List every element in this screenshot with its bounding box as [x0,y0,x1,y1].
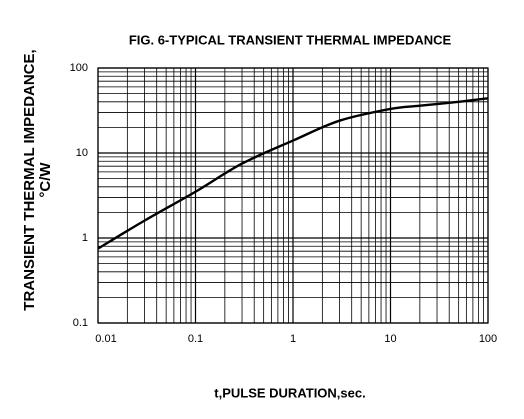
y-tick-label: 10 [76,147,88,159]
chart-title: FIG. 6-TYPICAL TRANSIENT THERMAL IMPEDAN… [129,32,452,47]
y-tick-label: 100 [70,62,88,74]
x-tick-label: 0.1 [188,333,203,345]
x-tick-label: 1 [290,333,296,345]
x-tick-label: 10 [384,333,396,345]
y-tick-label: 0.1 [73,317,88,329]
x-axis-label: t,PULSE DURATION,sec. [214,385,365,400]
data-line [97,97,489,250]
x-tick-label: 100 [479,333,497,345]
y-axis-label: °C/W [37,162,54,198]
x-tick-label: 0.01 [95,333,116,345]
y-axis-label: TRANSIENT THERMAL IMPEDANCE, [21,49,38,310]
y-tick-label: 1 [82,232,88,244]
plot-frame [97,67,489,324]
